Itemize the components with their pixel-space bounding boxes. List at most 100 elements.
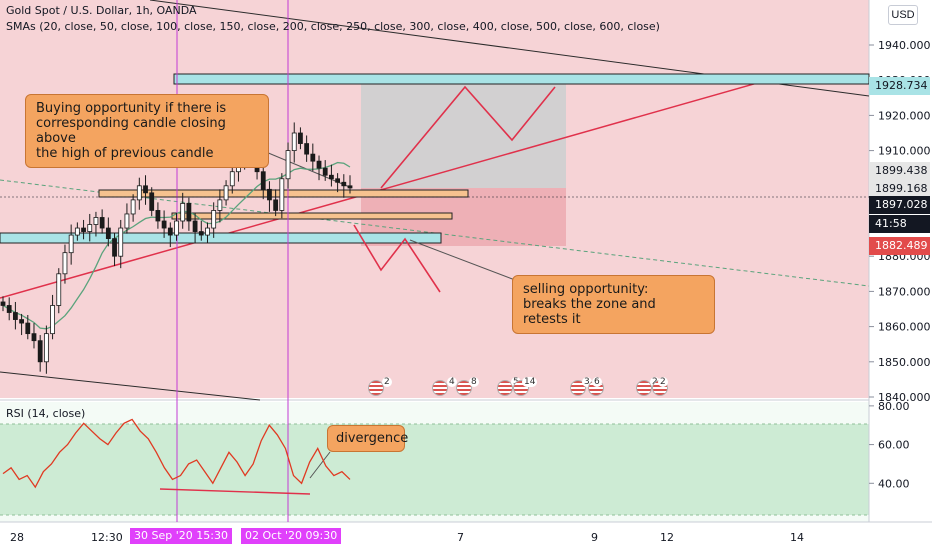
divergence-pointer bbox=[309, 451, 331, 479]
candle-body bbox=[260, 171, 266, 190]
candle-body bbox=[229, 171, 235, 187]
price-tag-1: 1899.438 bbox=[869, 162, 930, 180]
candle-body bbox=[143, 185, 148, 194]
rsi-tick-label: 60.00 bbox=[878, 439, 910, 452]
candle-body bbox=[62, 252, 68, 275]
support-zone bbox=[0, 232, 442, 244]
candle-body bbox=[124, 213, 130, 229]
price-tick-label: 1940.000 bbox=[878, 39, 931, 52]
candle-body bbox=[279, 178, 285, 211]
candle-body bbox=[155, 210, 161, 222]
candle-body bbox=[6, 305, 12, 313]
candle-body bbox=[149, 192, 155, 211]
price-tick-label: 1920.000 bbox=[878, 109, 931, 122]
event-count: 8 bbox=[469, 377, 479, 387]
candle-body bbox=[223, 185, 229, 201]
time-label-1: 12:30 bbox=[91, 531, 123, 544]
candle-body bbox=[341, 181, 347, 187]
event-count: 2 bbox=[658, 377, 668, 387]
candle-body bbox=[329, 174, 334, 180]
candle-body bbox=[43, 333, 49, 363]
candle-body bbox=[81, 227, 86, 232]
time-tag-02-oct: 02 Oct '20 09:30 bbox=[241, 528, 342, 544]
event-flag-icon[interactable] bbox=[636, 380, 652, 396]
candle-body bbox=[87, 224, 93, 232]
event-flag-icon[interactable] bbox=[497, 380, 513, 396]
target-box bbox=[361, 84, 566, 188]
candle-body bbox=[205, 227, 210, 236]
candle-body bbox=[31, 333, 37, 342]
price-tick-label: 1840.000 bbox=[878, 391, 931, 404]
time-label-5: 14 bbox=[790, 531, 804, 544]
candle-body bbox=[192, 220, 198, 232]
rsi-legend: RSI (14, close) bbox=[6, 407, 86, 420]
candle-body bbox=[136, 185, 142, 201]
candle-body bbox=[0, 301, 6, 306]
sell-note-pointer bbox=[409, 239, 516, 281]
time-tag-30-sep: 30 Sep '20 15:30 bbox=[130, 528, 232, 544]
buy-opportunity-note[interactable]: Buying opportunity if there is correspon… bbox=[25, 94, 269, 168]
candle-body bbox=[130, 199, 136, 215]
candle-body bbox=[310, 153, 316, 162]
price-tag-0: 1928.734 bbox=[869, 77, 930, 95]
bullish-projection bbox=[380, 85, 556, 189]
candle-body bbox=[273, 199, 279, 211]
rsi-line bbox=[2, 418, 351, 489]
event-count: 3 bbox=[582, 377, 592, 387]
time-label-3: 9 bbox=[591, 531, 598, 544]
candle-body bbox=[291, 132, 297, 152]
time-label-4: 12 bbox=[660, 531, 674, 544]
candle-body bbox=[118, 227, 124, 257]
candle-body bbox=[19, 319, 24, 324]
event-count: 14 bbox=[522, 377, 538, 387]
candle-body bbox=[298, 132, 303, 144]
candle-body bbox=[186, 202, 192, 222]
time-label-2: 7 bbox=[457, 531, 464, 544]
candle-body bbox=[211, 210, 217, 229]
candle-body bbox=[316, 160, 322, 169]
candle-body bbox=[335, 178, 341, 183]
event-flag-icon[interactable] bbox=[432, 380, 448, 396]
candle-body bbox=[105, 227, 111, 239]
candle-body bbox=[285, 150, 291, 180]
candle-body bbox=[50, 305, 55, 335]
lower-channel-line bbox=[0, 371, 261, 401]
time-label-0: 28 bbox=[10, 531, 24, 544]
candle-body bbox=[322, 167, 328, 176]
chart-title: Gold Spot / U.S. Dollar, 1h, OANDA bbox=[6, 4, 197, 17]
event-count: 6 bbox=[592, 377, 602, 387]
candle-body bbox=[68, 234, 74, 254]
candle-body bbox=[267, 188, 272, 201]
candle-body bbox=[304, 143, 310, 155]
price-tag-4: 41:58 bbox=[869, 215, 930, 233]
sma-legend: SMAs (20, close, 50, close, 100, close, … bbox=[6, 20, 660, 33]
candle-body bbox=[99, 217, 105, 229]
candle-body bbox=[37, 340, 43, 363]
candle-body bbox=[12, 312, 18, 320]
price-tag-2: 1899.168 bbox=[869, 180, 930, 198]
bearish-projection bbox=[353, 224, 441, 293]
candle-body bbox=[347, 185, 353, 189]
candle-body bbox=[56, 273, 62, 306]
candle-body bbox=[180, 202, 186, 222]
sell-opportunity-note[interactable]: selling opportunity: breaks the zone and… bbox=[512, 275, 715, 334]
price-tag-5: 1882.489 bbox=[869, 237, 930, 255]
candle-body bbox=[25, 322, 31, 335]
event-count: 2 bbox=[382, 377, 392, 387]
candle-body bbox=[161, 220, 167, 229]
candle-body bbox=[174, 220, 179, 236]
event-flag-icon[interactable] bbox=[368, 380, 384, 396]
event-count: 4 bbox=[447, 377, 457, 387]
price-tick-label: 1870.000 bbox=[878, 285, 931, 298]
candle-body bbox=[112, 238, 117, 257]
price-tick-label: 1910.000 bbox=[878, 145, 931, 158]
candle-body bbox=[198, 231, 204, 236]
candle-body bbox=[93, 217, 99, 225]
divergence-line bbox=[159, 488, 311, 495]
currency-button[interactable]: USD bbox=[888, 5, 918, 25]
price-tick-label: 1860.000 bbox=[878, 321, 931, 334]
divergence-note[interactable]: divergence bbox=[327, 425, 408, 452]
rsi-band bbox=[0, 424, 869, 515]
event-flag-icon[interactable] bbox=[456, 380, 472, 396]
